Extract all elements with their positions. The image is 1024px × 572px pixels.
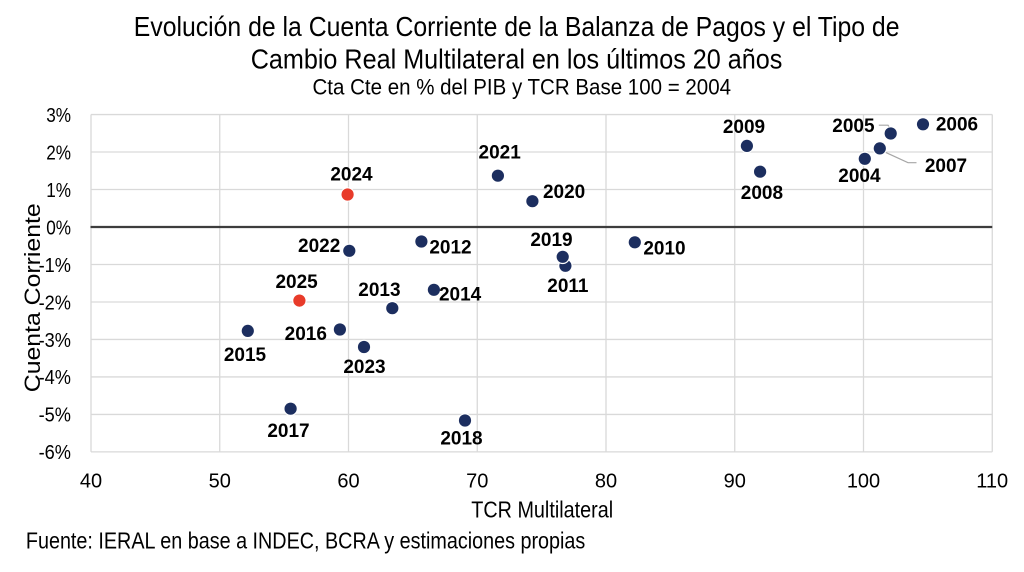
svg-text:90: 90 [724, 470, 746, 492]
svg-text:2022: 2022 [298, 236, 340, 257]
svg-text:2009: 2009 [723, 117, 765, 138]
svg-text:Cta Cte en % del PIB y TCR Bas: Cta Cte en % del PIB y TCR Base 100 = 20… [313, 74, 732, 99]
svg-text:2010: 2010 [643, 239, 685, 260]
svg-text:2021: 2021 [479, 143, 522, 164]
svg-text:70: 70 [466, 470, 488, 492]
svg-text:-6%: -6% [39, 442, 72, 464]
svg-text:-2%: -2% [39, 292, 72, 314]
svg-text:80: 80 [595, 470, 617, 492]
svg-text:1%: 1% [46, 180, 71, 202]
svg-text:2024: 2024 [330, 165, 373, 186]
svg-text:110: 110 [976, 470, 1008, 492]
svg-text:2004: 2004 [838, 166, 881, 187]
svg-text:Evolución de la Cuenta Corrien: Evolución de la Cuenta Corriente de la B… [134, 11, 900, 42]
svg-text:2007: 2007 [925, 156, 967, 177]
svg-text:2005: 2005 [832, 116, 875, 137]
svg-text:2011: 2011 [547, 276, 589, 297]
svg-text:2017: 2017 [267, 421, 309, 442]
svg-text:2016: 2016 [285, 324, 327, 345]
svg-text:50: 50 [209, 470, 231, 492]
svg-text:2019: 2019 [530, 230, 572, 251]
svg-text:-3%: -3% [39, 330, 72, 352]
svg-text:-1%: -1% [39, 255, 72, 277]
svg-text:3%: 3% [46, 105, 71, 127]
svg-text:2012: 2012 [429, 238, 471, 259]
svg-text:40: 40 [80, 470, 102, 492]
svg-text:2025: 2025 [275, 272, 318, 293]
svg-text:2006: 2006 [936, 114, 978, 135]
svg-text:Cambio Real Multilateral en lo: Cambio Real Multilateral en los últimos … [251, 43, 783, 74]
svg-text:2015: 2015 [224, 345, 267, 366]
svg-text:Cuenta Corriente: Cuenta Corriente [20, 203, 45, 392]
svg-text:TCR Multilateral: TCR Multilateral [471, 496, 613, 522]
svg-text:100: 100 [847, 470, 880, 492]
svg-text:0%: 0% [46, 217, 71, 239]
svg-text:2%: 2% [46, 142, 71, 164]
svg-text:2013: 2013 [358, 280, 400, 301]
svg-text:2014: 2014 [439, 285, 482, 306]
svg-text:60: 60 [337, 470, 359, 492]
svg-text:-4%: -4% [39, 367, 72, 389]
svg-text:Fuente: IERAL en base a INDEC,: Fuente: IERAL en base a INDEC, BCRA y es… [26, 527, 585, 553]
svg-text:2018: 2018 [440, 429, 482, 450]
svg-text:2023: 2023 [343, 357, 385, 378]
svg-text:2008: 2008 [741, 183, 783, 204]
svg-text:-5%: -5% [39, 405, 72, 427]
svg-text:2020: 2020 [543, 182, 585, 203]
